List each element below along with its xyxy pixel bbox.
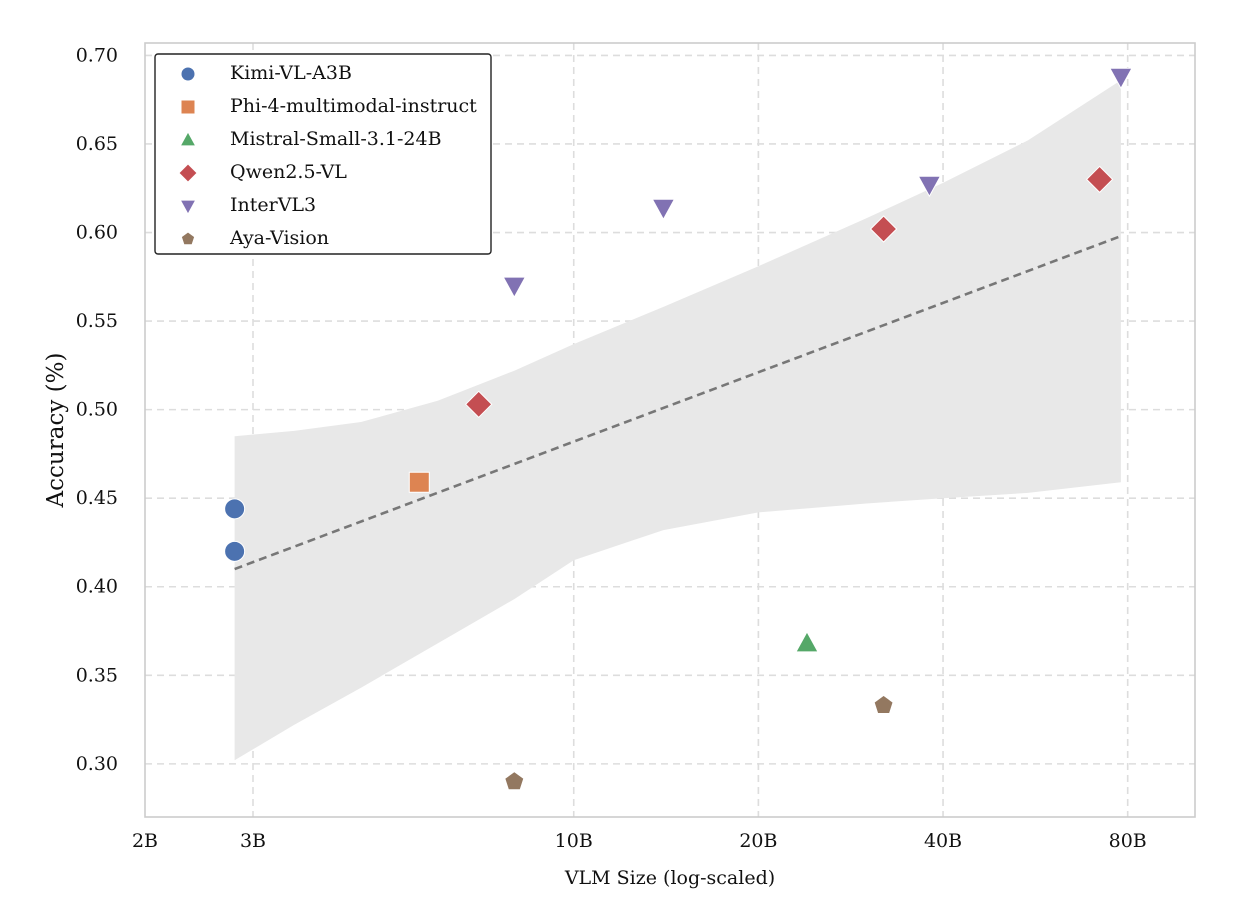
legend-marker-aya-vision xyxy=(180,231,196,246)
legend-label-mistral-small-3-1-24b: Mistral-Small-3.1-24B xyxy=(230,128,442,150)
y-tick-label: 0.70 xyxy=(76,44,118,66)
x-tick-label: 80B xyxy=(1109,830,1147,852)
legend-marker-phi-4-multimodal-instruct xyxy=(180,99,196,115)
y-tick-label: 0.35 xyxy=(76,664,118,686)
legend-label-kimi-vl-a3b: Kimi-VL-A3B xyxy=(230,62,352,84)
y-tick-label: 0.60 xyxy=(76,222,118,244)
y-tick-label: 0.55 xyxy=(76,310,118,332)
trend-line xyxy=(234,234,1122,571)
confidence-band xyxy=(234,80,1121,761)
x-tick-label: 20B xyxy=(739,830,777,852)
point-qwen2-5-vl xyxy=(869,215,898,243)
legend-label-phi-4-multimodal-instruct: Phi-4-multimodal-instruct xyxy=(230,95,477,117)
y-tick-label: 0.50 xyxy=(76,399,118,421)
legend-marker-mistral-small-3-1-24b xyxy=(179,130,197,147)
y-tick-label: 0.65 xyxy=(76,133,118,155)
point-kimi-vl-a3b xyxy=(224,540,246,562)
point-intervl3 xyxy=(1109,67,1133,90)
point-qwen2-5-vl xyxy=(464,390,493,419)
point-qwen2-5-vl xyxy=(1085,165,1114,194)
point-aya-vision xyxy=(873,694,894,714)
legend-label-qwen2-5-vl: Qwen2.5-VL xyxy=(230,161,347,183)
y-tick-label: 0.45 xyxy=(76,487,118,509)
point-intervl3 xyxy=(502,276,527,299)
point-mistral-small-3-1-24b xyxy=(795,630,819,653)
point-intervl3 xyxy=(917,175,942,198)
x-axis-label: VLM Size (log-scaled) xyxy=(564,867,775,889)
point-aya-vision xyxy=(504,770,525,791)
legend-marker-kimi-vl-a3b xyxy=(180,66,196,82)
point-phi-4-multimodal-instruct xyxy=(408,471,430,493)
legend-label-aya-vision: Aya-Vision xyxy=(229,227,329,249)
point-intervl3 xyxy=(651,198,676,221)
y-tick-label: 0.40 xyxy=(76,576,118,598)
y-axis-ticks: 0.30 0.35 0.40 0.45 0.50 0.55 0.60 0.65 0.70 xyxy=(76,44,118,774)
legend-marker-qwen2-5-vl xyxy=(178,163,198,183)
x-tick-label: 10B xyxy=(555,830,593,852)
legend: Kimi-VL-A3B Phi-4-multimodal-instruct Mist… xyxy=(154,53,492,255)
plot-frame xyxy=(144,42,1196,818)
data-points xyxy=(224,67,1133,791)
x-tick-label: 3B xyxy=(240,830,266,852)
legend-label-intervl3: InterVL3 xyxy=(230,194,316,216)
legend-box xyxy=(154,53,492,255)
y-axis-label: Accuracy (%) xyxy=(43,353,69,509)
y-tick-label: 0.30 xyxy=(76,753,118,775)
x-axis-ticks: 2B 3B 10B 20B 40B 80B xyxy=(132,830,1147,852)
legend-marker-intervl3 xyxy=(179,199,197,216)
point-kimi-vl-a3b xyxy=(224,498,246,520)
x-tick-label: 40B xyxy=(924,830,962,852)
x-tick-label: 2B xyxy=(132,830,158,852)
